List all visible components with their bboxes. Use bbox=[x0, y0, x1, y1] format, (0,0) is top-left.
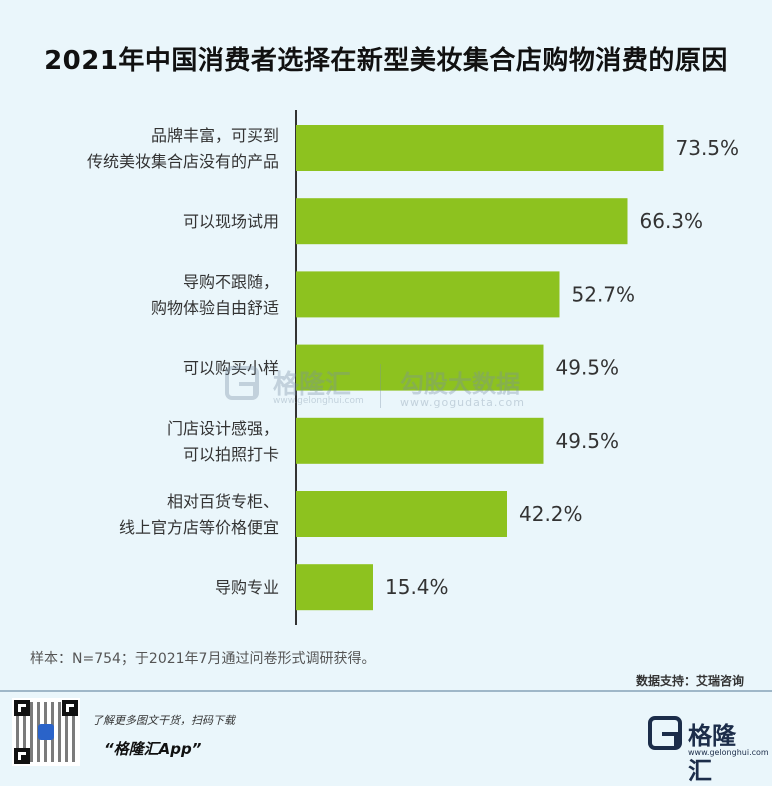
category-label: 导购不跟随， bbox=[183, 272, 279, 291]
category-label: 购物体验自由舒适 bbox=[151, 298, 279, 317]
bar bbox=[296, 564, 373, 611]
category-label: 可以拍照打卡 bbox=[183, 445, 279, 464]
download-promo: 了解更多图文干货，扫码下载 bbox=[92, 714, 235, 727]
bar-value-label: 42.2% bbox=[519, 502, 583, 526]
category-label: 可以购买小样 bbox=[183, 359, 279, 378]
brand-url: www.gelonghui.com bbox=[688, 748, 769, 757]
bar bbox=[296, 125, 664, 171]
bar bbox=[296, 491, 507, 537]
bar-value-label: 49.5% bbox=[556, 356, 620, 380]
bar bbox=[296, 417, 544, 464]
data-source: 数据支持：艾瑞咨询 bbox=[635, 674, 744, 688]
bar-value-label: 66.3% bbox=[640, 209, 704, 233]
bar-value-label: 15.4% bbox=[385, 575, 449, 599]
chart-title: 2021年中国消费者选择在新型美妆集合店购物消费的原因 bbox=[44, 46, 728, 76]
category-label: 可以现场试用 bbox=[183, 212, 279, 231]
bar bbox=[296, 198, 628, 245]
category-label: 传统美妆集合店没有的产品 bbox=[87, 152, 279, 171]
app-name: “格隆汇App” bbox=[104, 740, 202, 758]
qr-code-icon bbox=[12, 698, 80, 766]
category-label: 门店设计感强， bbox=[167, 419, 279, 438]
footer-divider bbox=[0, 690, 772, 692]
bar bbox=[296, 271, 560, 318]
category-label: 相对百货专柜、 bbox=[167, 492, 279, 511]
category-label: 品牌丰富，可买到 bbox=[151, 126, 279, 145]
category-label: 线上官方店等价格便宜 bbox=[119, 518, 279, 537]
category-label: 导购专业 bbox=[215, 578, 279, 597]
bar-value-label: 52.7% bbox=[572, 282, 636, 306]
bar-value-label: 49.5% bbox=[556, 429, 620, 453]
gelonghui-logo-icon bbox=[648, 716, 682, 750]
bar bbox=[296, 344, 544, 391]
sample-note: 样本：N=754；于2021年7月通过问卷形式调研获得。 bbox=[30, 651, 376, 667]
brand-logo: 格隆汇 www.gelonghui.com bbox=[648, 714, 769, 785]
bar-value-label: 73.5% bbox=[676, 136, 740, 160]
